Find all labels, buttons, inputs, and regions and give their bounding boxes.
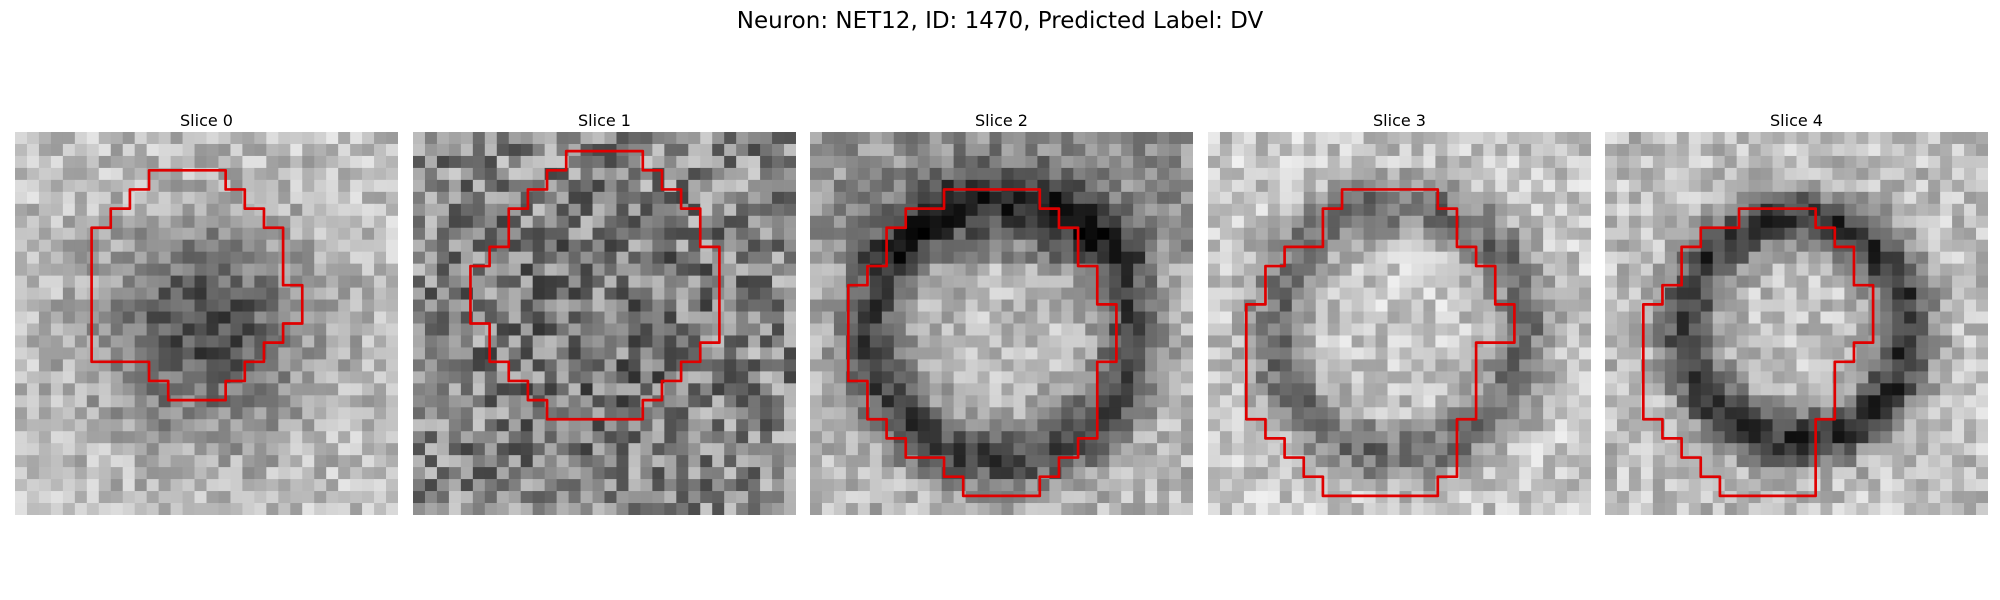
slice-title-1: Slice 1 bbox=[578, 111, 631, 130]
slice-image-2 bbox=[810, 132, 1193, 515]
segmentation-contour bbox=[1641, 207, 1875, 498]
segmentation-contour bbox=[90, 168, 304, 402]
segmentation-contour bbox=[846, 188, 1118, 498]
segmentation-contour bbox=[469, 149, 721, 421]
slice-panel-3: Slice 3 bbox=[1208, 110, 1591, 515]
slice-image-3 bbox=[1208, 132, 1591, 515]
segmentation-contour bbox=[1244, 188, 1516, 498]
slice-title-4: Slice 4 bbox=[1770, 111, 1823, 130]
slice-image-1 bbox=[413, 132, 796, 515]
slice-title-0: Slice 0 bbox=[180, 111, 233, 130]
slice-title-2: Slice 2 bbox=[975, 111, 1028, 130]
slice-panel-0: Slice 0 bbox=[15, 110, 398, 515]
figure-title: Neuron: NET12, ID: 1470, Predicted Label… bbox=[736, 8, 1264, 34]
slice-title-3: Slice 3 bbox=[1373, 111, 1426, 130]
slice-panel-4: Slice 4 bbox=[1605, 110, 1988, 515]
slice-image-4 bbox=[1605, 132, 1988, 515]
slice-image-0 bbox=[15, 132, 398, 515]
slice-panel-1: Slice 1 bbox=[413, 110, 796, 515]
slice-panel-2: Slice 2 bbox=[810, 110, 1193, 515]
